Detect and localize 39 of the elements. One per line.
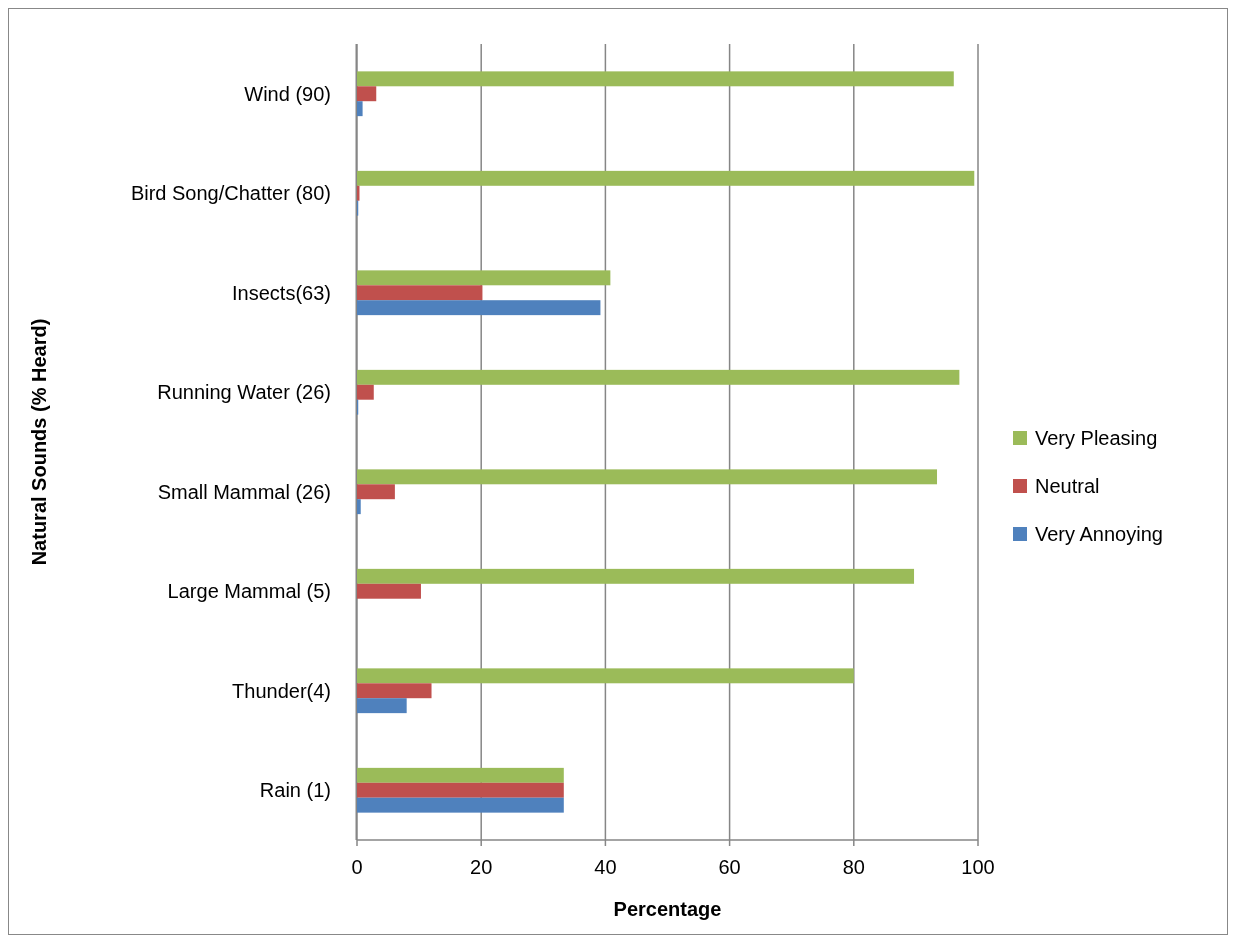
y-tick-label: Wind (90): [244, 82, 331, 105]
x-tick-label: 0: [351, 856, 363, 878]
bar: [357, 698, 407, 714]
x-axis-title: Percentage: [613, 898, 722, 920]
bar: [357, 86, 377, 102]
bar: [357, 782, 564, 798]
legend-label: Very Pleasing: [1035, 427, 1158, 449]
y-tick-label: Thunder(4): [232, 679, 331, 702]
bar: [357, 499, 361, 515]
bar: [357, 568, 915, 584]
bar: [357, 668, 854, 684]
bar: [357, 71, 954, 87]
y-tick-label: Bird Song/Chatter (80): [130, 182, 331, 205]
y-tick-label: Rain (1): [259, 779, 331, 802]
bar: [357, 767, 564, 783]
bar: [357, 583, 421, 599]
x-tick-label: 80: [842, 856, 865, 878]
legend-label: Neutral: [1035, 475, 1100, 497]
y-tick-label: Small Mammal (26): [157, 480, 331, 503]
x-tick-label: 60: [718, 856, 741, 878]
bar: [357, 369, 960, 385]
y-tick-label: Large Mammal (5): [167, 580, 331, 603]
bar: [357, 101, 363, 117]
bar: [357, 469, 938, 485]
x-tick-label: 100: [961, 856, 995, 878]
bar: [357, 285, 483, 301]
bar: [357, 484, 395, 500]
y-axis-title: Natural Sounds (% Heard): [28, 318, 50, 566]
legend-label: Very Annoying: [1035, 523, 1163, 545]
bar: [357, 683, 432, 699]
bar: [357, 797, 564, 813]
bar: [357, 384, 374, 400]
bar: [357, 300, 601, 316]
x-tick-label: 40: [594, 856, 617, 878]
bar: [357, 170, 975, 186]
y-tick-label: Running Water (26): [157, 381, 331, 404]
bar: [357, 270, 611, 286]
x-tick-label: 20: [470, 856, 493, 878]
y-tick-label: Insects(63): [232, 281, 331, 304]
